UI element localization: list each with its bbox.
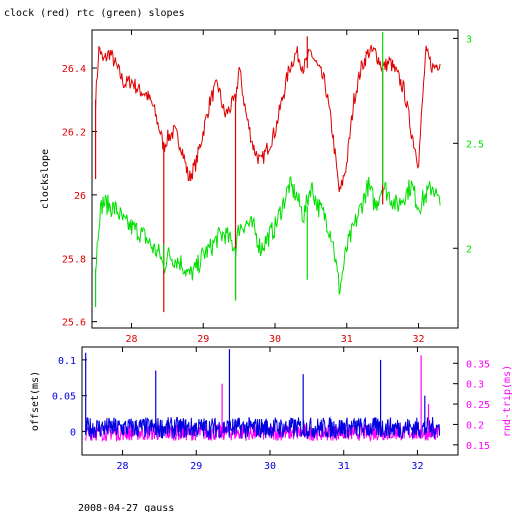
y2-tick-label: 0.3 (466, 380, 484, 391)
x-tick-label: 28 (125, 334, 137, 345)
offset-panel: 28 29 30 31 32 0 0.05 0.1 0.15 0.2 0.25 0.3 0.35 offs… (30, 346, 512, 472)
chart-title: clock (red) rtc (green) slopes (4, 8, 185, 19)
y2-tick-label: 0.25 (466, 400, 490, 411)
plot-frame (91, 29, 459, 329)
x-tick-label: 32 (411, 461, 423, 472)
y-tick-label: 26.4 (62, 64, 86, 75)
y-tick-label: 25.6 (62, 318, 86, 329)
x-tick-label: 31 (338, 461, 350, 472)
rtc-series-line (95, 176, 441, 296)
x-tick-label: 30 (269, 334, 281, 345)
clock-series-line (95, 44, 441, 193)
y2-tick-label: 2.5 (466, 139, 484, 150)
y2-tick-label: 0.35 (466, 359, 490, 370)
y2-tick-label: 0.2 (466, 420, 484, 431)
y2-tick-label: 0.15 (466, 441, 490, 452)
x-tick-label: 32 (413, 334, 425, 345)
footer-caption: 2008-04-27 gauss (78, 503, 174, 512)
y-tick-label: 25.8 (62, 254, 86, 265)
y2-tick-label: 3 (466, 34, 472, 45)
x-tick-label: 31 (341, 334, 353, 345)
y-axis-label: offset(ms) (30, 371, 41, 431)
y-tick-label: 26 (74, 191, 86, 202)
y2-axis-label: rnd-trip(ms) (502, 365, 512, 437)
y-tick-label: 0 (70, 427, 76, 438)
y-tick-label: 26.2 (62, 127, 86, 138)
x-tick-label: 29 (197, 334, 209, 345)
y-tick-label: 0.1 (58, 356, 76, 367)
x-tick-label: 30 (264, 461, 276, 472)
y2-tick-label: 2 (466, 244, 472, 255)
x-tick-label: 29 (190, 461, 202, 472)
slopes-panel: 28 29 30 31 32 25.6 25.8 26 26.2 26.4 2 2.5 3 clocksl… (40, 29, 484, 345)
y-tick-label: 0.05 (52, 392, 76, 403)
y-axis-label: clockslope (40, 149, 51, 209)
x-tick-label: 28 (117, 461, 129, 472)
